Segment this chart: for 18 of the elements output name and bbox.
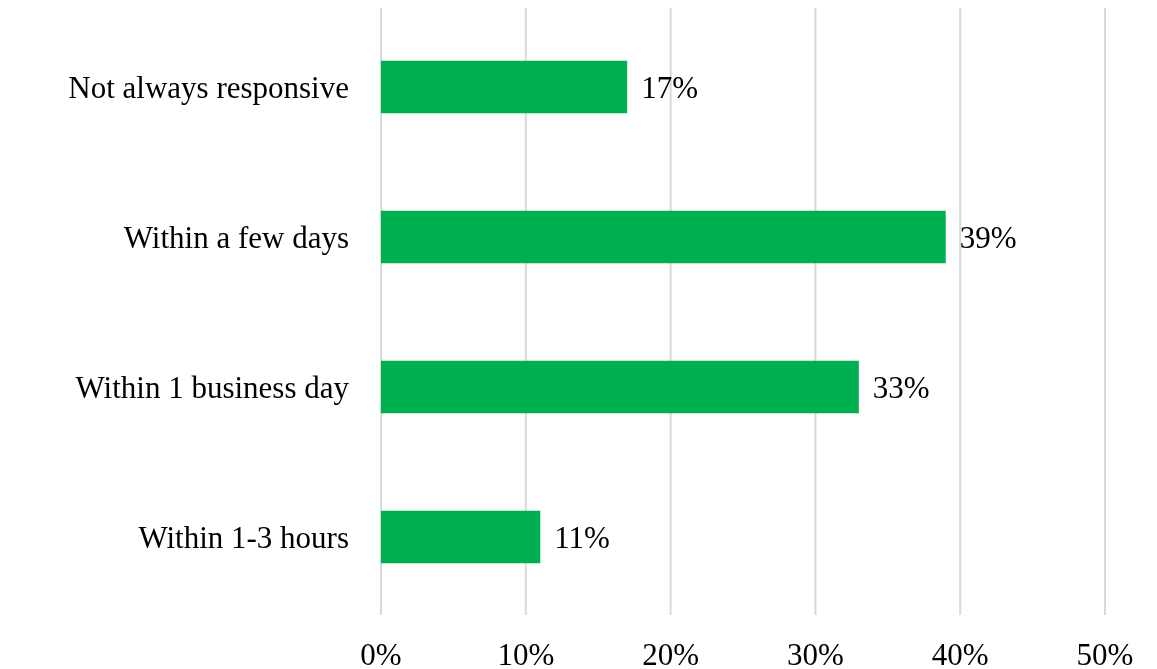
bar	[381, 210, 946, 264]
data-label: 33%	[872, 369, 930, 405]
x-tick-label: 30%	[786, 637, 844, 669]
bar	[381, 360, 859, 414]
x-tick-label: 0%	[360, 637, 402, 669]
y-tick-label: Not always responsive	[68, 69, 349, 105]
y-tick-label: Within 1-3 hours	[138, 519, 349, 555]
x-tick-label: 40%	[931, 637, 989, 669]
x-tick-label: 10%	[497, 637, 555, 669]
data-label: 17%	[641, 69, 698, 105]
y-tick-label: Within 1 business day	[75, 369, 350, 405]
bar	[381, 510, 541, 564]
data-label: 11%	[554, 519, 610, 555]
bar	[381, 60, 628, 114]
x-tick-label: 20%	[642, 637, 700, 669]
x-tick-label: 50%	[1076, 637, 1134, 669]
y-tick-label: Within a few days	[123, 219, 349, 255]
data-label: 39%	[959, 219, 1017, 255]
